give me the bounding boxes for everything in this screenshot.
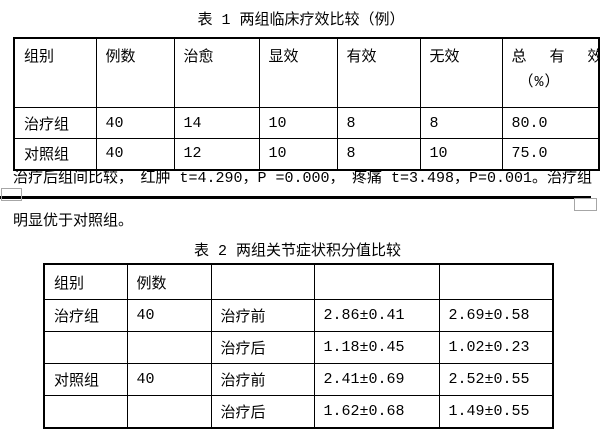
- table2-row-control-before: 对照组 40 治疗前 2.41±0.69 2.52±0.55: [43, 363, 554, 396]
- table2-cell: [43, 331, 128, 364]
- table2-cell: 2.69±0.58: [438, 299, 554, 332]
- table2-cell: 40: [126, 299, 212, 332]
- table1-cell: 10: [258, 138, 338, 170]
- table2-cell: 1.18±0.45: [313, 331, 440, 364]
- table1-header-marked: 显效: [258, 37, 338, 108]
- table2-cell: 对照组: [43, 363, 128, 396]
- table1-header-row: 组别 例数 治愈 显效 有效 无效 总 有 效 率 （%）: [13, 37, 600, 108]
- table1-header-cases: 例数: [95, 37, 175, 108]
- table2-row-control-after: 治疗后 1.62±0.68 1.49±0.55: [43, 395, 554, 428]
- table2-header-empty: [210, 263, 315, 300]
- table2-cell: 40: [126, 363, 212, 396]
- table1-cell: 75.0: [501, 138, 600, 170]
- table2-row-treatment-before: 治疗组 40 治疗前 2.86±0.41 2.69±0.58: [43, 299, 554, 332]
- table1-clinical-efficacy: 组别 例数 治愈 显效 有效 无效 总 有 效 率 （%） 治疗组 40 14 …: [13, 37, 600, 171]
- table1-cell: 8: [336, 138, 421, 170]
- table1-cell: 10: [258, 107, 338, 139]
- table2-cell: 2.52±0.55: [438, 363, 554, 396]
- table2-cell: 2.86±0.41: [313, 299, 440, 332]
- table2-cell: [43, 395, 128, 428]
- paragraph-stats-line2: 明显优于对照组。: [13, 213, 134, 230]
- table2-header-row: 组别 例数: [43, 263, 554, 300]
- table1-header-effective: 有效: [336, 37, 421, 108]
- table2-cell: 治疗后: [210, 395, 315, 428]
- table2-cell: 治疗前: [210, 299, 315, 332]
- table2-cell: [126, 395, 212, 428]
- table1-cell: 12: [173, 138, 260, 170]
- table2-cell: 治疗前: [210, 363, 315, 396]
- table1-header-cured: 治愈: [173, 37, 260, 108]
- table2-cell: [126, 331, 212, 364]
- page-divider-line: [0, 196, 591, 199]
- table2-cell: 1.49±0.55: [438, 395, 554, 428]
- paragraph-stats-line1: 治疗后组间比较， 红肿 t=4.290，P =0.000， 疼痛 t=3.498…: [13, 170, 593, 187]
- table2-cell: 1.62±0.68: [313, 395, 440, 428]
- table1-cell: 治疗组: [13, 107, 97, 139]
- table1-cell: 40: [95, 107, 175, 139]
- table1-title: 表 1 两组临床疗效比较（例）: [197, 12, 405, 29]
- table2-title: 表 2 两组关节症状积分值比较: [193, 243, 401, 260]
- table1-header-total-rate: 总 有 效 率 （%）: [501, 37, 600, 108]
- table1-cell: 8: [419, 107, 503, 139]
- table2-header-empty: [438, 263, 554, 300]
- divider-handle-left[interactable]: [1, 188, 22, 201]
- divider-handle-right[interactable]: [574, 198, 597, 211]
- table1-cell: 对照组: [13, 138, 97, 170]
- table1-cell: 40: [95, 138, 175, 170]
- table2-header-cases: 例数: [126, 263, 212, 300]
- table1-cell: 10: [419, 138, 503, 170]
- table1-header-total-rate-line2: （%）: [518, 74, 561, 91]
- table2-cell: 2.41±0.69: [313, 363, 440, 396]
- table2-header-empty: [313, 263, 440, 300]
- table2-cell: 治疗后: [210, 331, 315, 364]
- table2-joint-symptom-scores: 组别 例数 治疗组 40 治疗前 2.86±0.41 2.69±0.58 治疗后…: [43, 263, 554, 429]
- table2-row-treatment-after: 治疗后 1.18±0.45 1.02±0.23: [43, 331, 554, 364]
- table2-cell: 1.02±0.23: [438, 331, 554, 364]
- table1-header-group: 组别: [13, 37, 97, 108]
- table2-cell: 治疗组: [43, 299, 128, 332]
- table2-header-group: 组别: [43, 263, 128, 300]
- table1-header-total-rate-line1: 总 有 效 率: [511, 49, 599, 66]
- table1-cell: 14: [173, 107, 260, 139]
- table1-row-treatment: 治疗组 40 14 10 8 8 80.0: [13, 107, 600, 139]
- table1-cell: 80.0: [501, 107, 600, 139]
- table1-row-control: 对照组 40 12 10 8 10 75.0: [13, 138, 600, 170]
- table1-cell: 8: [336, 107, 421, 139]
- table1-header-ineffective: 无效: [419, 37, 503, 108]
